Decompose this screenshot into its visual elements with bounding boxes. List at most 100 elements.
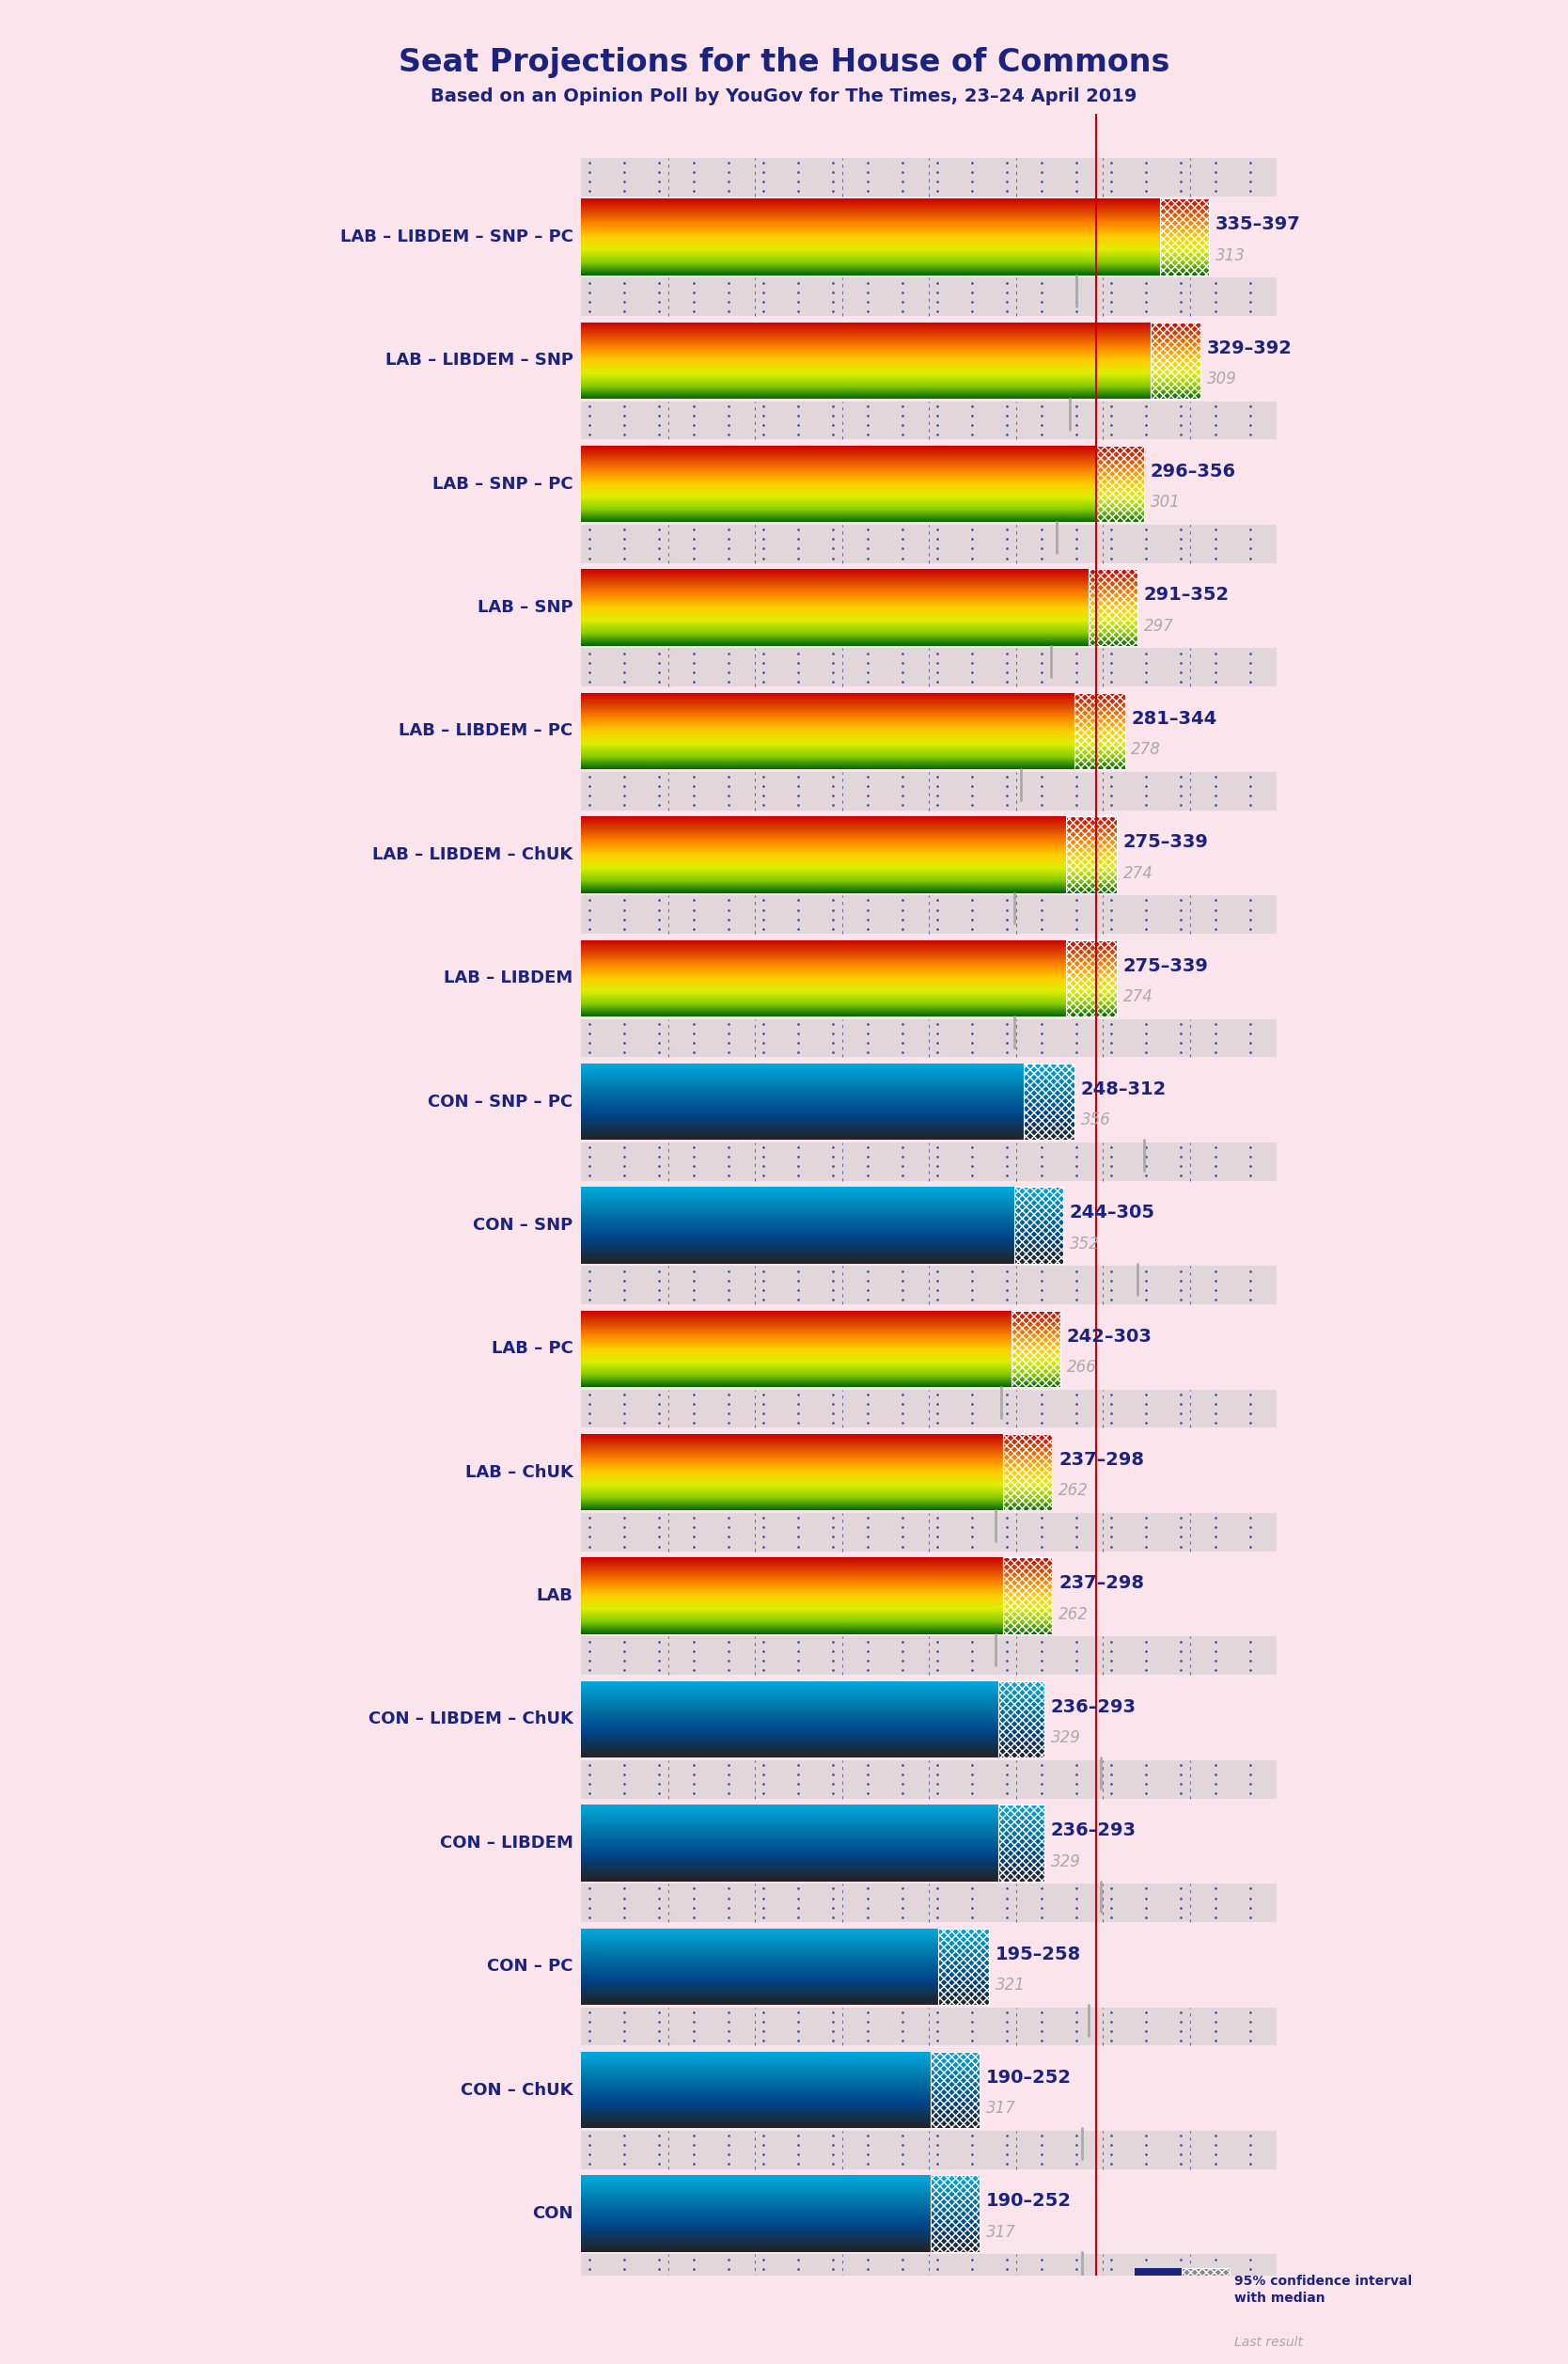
Bar	[1151, 322, 1201, 400]
Bar	[582, 811, 1276, 830]
Text: CON – SNP: CON – SNP	[474, 1217, 574, 1234]
Bar	[582, 277, 1276, 317]
Bar	[582, 1180, 1276, 1199]
Text: 275–339: 275–339	[1123, 834, 1209, 851]
Bar	[999, 1804, 1044, 1882]
Bar	[999, 1681, 1044, 1759]
Text: 274: 274	[1123, 988, 1154, 1005]
Bar	[582, 1305, 1276, 1324]
Bar	[1066, 816, 1116, 894]
Bar	[1182, 2267, 1229, 2312]
Text: 352: 352	[1069, 1236, 1099, 1253]
Bar	[582, 2130, 1276, 2170]
Text: 291–352: 291–352	[1145, 586, 1229, 605]
Text: LAB – ChUK: LAB – ChUK	[466, 1463, 574, 1480]
Text: 236–293: 236–293	[1051, 1823, 1137, 1839]
Text: 335–397: 335–397	[1215, 215, 1300, 234]
Text: LAB – LIBDEM – SNP: LAB – LIBDEM – SNP	[386, 352, 574, 369]
Text: LAB – PC: LAB – PC	[491, 1340, 574, 1357]
Bar	[582, 2045, 1276, 2064]
Bar	[1004, 1558, 1052, 1634]
Text: 190–252: 190–252	[986, 2191, 1071, 2210]
Text: 313: 313	[1215, 246, 1245, 265]
Text: 329: 329	[1051, 1853, 1080, 1870]
Text: LAB – LIBDEM: LAB – LIBDEM	[444, 969, 574, 986]
Bar	[582, 525, 1276, 563]
Text: CON: CON	[532, 2206, 574, 2222]
Bar	[582, 934, 1276, 953]
Bar	[582, 2007, 1276, 2045]
Text: 236–293: 236–293	[1051, 1697, 1137, 1716]
Bar	[1024, 1064, 1074, 1139]
Text: 317: 317	[986, 2099, 1016, 2118]
Bar	[582, 648, 1276, 686]
Text: CON – SNP – PC: CON – SNP – PC	[428, 1092, 574, 1111]
Bar	[582, 402, 1276, 440]
Bar	[1096, 447, 1145, 522]
Bar	[582, 1428, 1276, 1447]
Text: 262: 262	[1058, 1605, 1088, 1622]
Bar	[582, 1551, 1276, 1570]
Bar	[1011, 1310, 1060, 1388]
Bar	[582, 317, 1276, 336]
Bar	[582, 1019, 1276, 1057]
Text: 262: 262	[1058, 1482, 1088, 1499]
Bar	[1014, 1187, 1063, 1262]
Bar	[582, 2293, 1276, 2312]
Text: Last result: Last result	[1234, 2336, 1303, 2347]
Text: LAB – LIBDEM – SNP – PC: LAB – LIBDEM – SNP – PC	[340, 229, 574, 246]
Bar	[582, 1922, 1276, 1941]
Bar	[582, 440, 1276, 459]
Bar	[1004, 1435, 1052, 1511]
Text: LAB – SNP: LAB – SNP	[478, 598, 574, 617]
Bar	[582, 1761, 1276, 1799]
Bar	[582, 563, 1276, 582]
Bar	[582, 158, 1276, 196]
Bar	[582, 686, 1276, 704]
Text: LAB – LIBDEM – PC: LAB – LIBDEM – PC	[398, 723, 574, 740]
Bar	[582, 1636, 1276, 1676]
Text: 329: 329	[1051, 1730, 1080, 1747]
Bar	[582, 1676, 1276, 1693]
Text: 248–312: 248–312	[1080, 1080, 1167, 1099]
Text: 321: 321	[996, 1976, 1025, 1993]
Text: LAB – LIBDEM – ChUK: LAB – LIBDEM – ChUK	[373, 846, 574, 863]
Bar	[930, 2052, 980, 2128]
Bar	[582, 773, 1276, 811]
Text: 275–339: 275–339	[1123, 957, 1209, 974]
Text: 95% confidence interval: 95% confidence interval	[1234, 2274, 1411, 2288]
Bar	[1074, 693, 1124, 768]
Text: 237–298: 237–298	[1058, 1451, 1145, 1468]
Text: CON – LIBDEM – ChUK: CON – LIBDEM – ChUK	[368, 1712, 574, 1728]
Bar	[1160, 199, 1209, 274]
Text: 242–303: 242–303	[1066, 1329, 1152, 1345]
Text: 278: 278	[1131, 742, 1162, 759]
Text: Seat Projections for the House of Commons: Seat Projections for the House of Common…	[398, 47, 1170, 78]
Text: CON – PC: CON – PC	[488, 1957, 574, 1974]
Text: 274: 274	[1123, 865, 1154, 882]
Bar	[930, 2175, 980, 2253]
Bar	[1088, 570, 1137, 645]
Text: 317: 317	[986, 2225, 1016, 2241]
Bar	[582, 196, 1276, 215]
Text: 356: 356	[1080, 1111, 1110, 1128]
Bar	[582, 1267, 1276, 1305]
Bar	[1066, 941, 1116, 1017]
Text: 190–252: 190–252	[986, 2068, 1071, 2087]
Text: 301: 301	[1151, 494, 1181, 511]
Text: CON – ChUK: CON – ChUK	[461, 2083, 574, 2099]
Bar	[582, 1390, 1276, 1428]
Text: 309: 309	[1207, 371, 1237, 388]
Bar	[582, 1799, 1276, 1818]
Text: CON – LIBDEM: CON – LIBDEM	[439, 1834, 574, 1851]
Bar	[582, 1057, 1276, 1076]
Text: LAB – SNP – PC: LAB – SNP – PC	[433, 475, 574, 492]
Text: 297: 297	[1145, 617, 1174, 634]
Bar	[582, 2255, 1276, 2293]
Text: 329–392: 329–392	[1207, 338, 1292, 357]
Text: LAB: LAB	[536, 1586, 574, 1605]
Bar	[582, 1513, 1276, 1551]
Text: 281–344: 281–344	[1131, 709, 1217, 728]
Text: 237–298: 237–298	[1058, 1574, 1145, 1593]
Bar	[582, 1884, 1276, 1922]
